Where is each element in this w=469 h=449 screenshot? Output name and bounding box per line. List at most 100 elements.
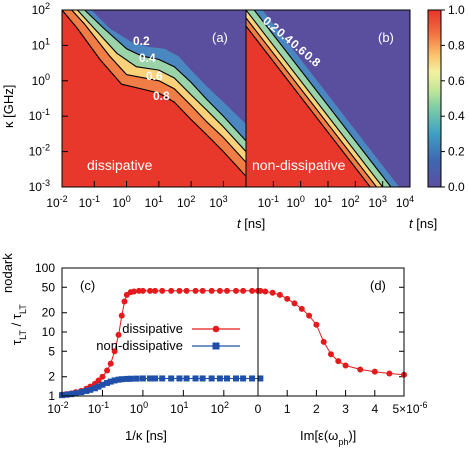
point-c-dissipative (152, 287, 159, 294)
point-c-non-dissipative (123, 375, 130, 382)
point-d-dissipative (306, 312, 313, 319)
tick-label-d-x-3: 3 (342, 402, 349, 416)
point-c-non-dissipative (257, 375, 264, 382)
point-d-dissipative (335, 358, 342, 365)
point-c-non-dissipative (147, 375, 154, 382)
ylabel-top: κ [GHz] (1, 85, 16, 128)
panel-label-b: (b) (378, 30, 394, 45)
tick-label-b-x-4: 102 (341, 194, 359, 210)
tick-label-a-y-0-exp: -3 (42, 178, 50, 188)
point-c-non-dissipative (199, 375, 206, 382)
point-d-dissipative (298, 305, 305, 312)
tick-label-b-x-6-exp: 4 (409, 194, 414, 204)
point-c-dissipative (121, 298, 128, 305)
point-c-non-dissipative (176, 375, 183, 382)
point-c-non-dissipative (107, 378, 114, 385)
tick-label-c-x-base: 10 (170, 402, 184, 416)
tick-label-c-x-exp: 0 (143, 400, 148, 410)
tick-label-b-x-5: 103 (368, 194, 386, 210)
tick-label-a-x-2-base: 10 (112, 196, 126, 210)
contour-label-a-06: 0.6 (146, 69, 163, 83)
tick-label-a-x-3: 101 (145, 194, 163, 210)
tick-label-a-y-1-exp: -2 (42, 143, 50, 153)
legend-marker-dissipative (212, 325, 220, 333)
tick-label-d-x-4: 4 (371, 402, 378, 416)
point-c-dissipative (183, 287, 190, 294)
point-c-dissipative (216, 287, 223, 294)
ylabel-c-tau: τ (9, 339, 24, 345)
point-c-non-dissipative (78, 389, 85, 396)
point-c-dissipative (147, 287, 154, 294)
point-c-non-dissipative (72, 390, 79, 397)
tick-label-b-x-4-base: 10 (341, 196, 355, 210)
tick-label-c-x-exp: 2 (224, 400, 229, 410)
point-c-dissipative (224, 287, 231, 294)
frame-d (257, 267, 405, 397)
point-d-dissipative (342, 362, 349, 369)
tick-label-a-x-4: 102 (177, 194, 195, 210)
point-d-dissipative (371, 368, 378, 375)
xlabel-top-unit: [ns] (244, 216, 265, 231)
point-d-dissipative (284, 295, 291, 302)
tick-label-a-y-3-exp: 0 (45, 72, 50, 82)
ylabel-c: τLT / τLT nodark (0, 253, 28, 345)
tick-label-b-x-3-exp: 1 (327, 194, 332, 204)
tick-label-c-y-4: 20 (42, 306, 56, 320)
tick-label-d-x-0: 0 (255, 402, 262, 416)
ylabel-c-sub2: LT (18, 304, 28, 314)
tick-label-a-y-5-base: 10 (32, 3, 46, 17)
contour-b-0.6 (246, 17, 378, 187)
point-c-non-dissipative (83, 387, 90, 394)
tick-label-c-x-1: 10-1 (88, 400, 109, 416)
xlabel-top-t: t (237, 216, 242, 231)
heatmap-b (246, 10, 410, 187)
tick-label-a-y-2-exp: -1 (42, 107, 50, 117)
point-d-dissipative (269, 289, 276, 296)
tick-label-a-y-0-base: 10 (29, 180, 43, 194)
tick-label-d-x-2: 2 (313, 402, 320, 416)
tick-label-b-x-4-exp: 2 (355, 194, 360, 204)
point-c-dissipative (208, 287, 215, 294)
ylabel-c-sub: LT (18, 330, 28, 340)
tick-label-a-x-1-base: 10 (79, 196, 93, 210)
point-c-non-dissipative (63, 391, 70, 398)
tick-label-c-x-base: 10 (88, 402, 102, 416)
xlabel-c: 1/κ [ns] (125, 428, 167, 443)
tick-label-a-x-2: 100 (112, 194, 130, 210)
point-c-non-dissipative (240, 375, 247, 382)
tick-label-d-x-5: 5×10-6 (392, 400, 427, 416)
legend-dissipative: dissipative (122, 321, 183, 336)
tick-label-b-x-1-base: 10 (258, 196, 272, 210)
contour-b-0.2 (253, 10, 392, 187)
tick-label-a-y-3-base: 10 (32, 74, 46, 88)
tick-label-a-x-4-base: 10 (177, 196, 191, 210)
xlabel-top: t [ns] (237, 216, 265, 231)
tick-label-c-x-base: 10 (211, 402, 225, 416)
xlabel-d-end: )] (348, 428, 356, 443)
xlabel-d-sub: ph (338, 437, 348, 447)
point-c-non-dissipative (249, 375, 256, 382)
point-c-non-dissipative (95, 383, 102, 390)
point-c-non-dissipative (87, 386, 94, 393)
point-c-dissipative (176, 287, 183, 294)
point-c-non-dissipative (152, 375, 159, 382)
tick-label-c-x-base: 10 (130, 402, 144, 416)
tick-label-b-x-3-base: 10 (314, 196, 328, 210)
tick-label-b-x-5-exp: 3 (382, 194, 387, 204)
contours-b (246, 10, 392, 187)
colorbar-tick-label-1: 0.2 (448, 145, 465, 159)
contour-label-a-08: 0.8 (153, 89, 170, 103)
tick-label-c-x-3: 101 (170, 400, 188, 416)
point-c-non-dissipative (127, 375, 134, 382)
point-c-non-dissipative (111, 377, 118, 384)
colorbar-tick-label-4: 0.8 (448, 38, 465, 52)
tick-label-c-x-exp: 1 (184, 400, 189, 410)
tick-label-d-x-5-exp: -6 (420, 400, 428, 410)
point-c-non-dissipative (183, 375, 190, 382)
series-line-d-dissipative (257, 290, 405, 376)
ylabel-c-text: τLT / τLT (9, 304, 28, 345)
point-c-non-dissipative (68, 391, 75, 398)
point-d-dissipative (328, 351, 334, 358)
contour-label-a-04: 0.4 (139, 51, 156, 65)
